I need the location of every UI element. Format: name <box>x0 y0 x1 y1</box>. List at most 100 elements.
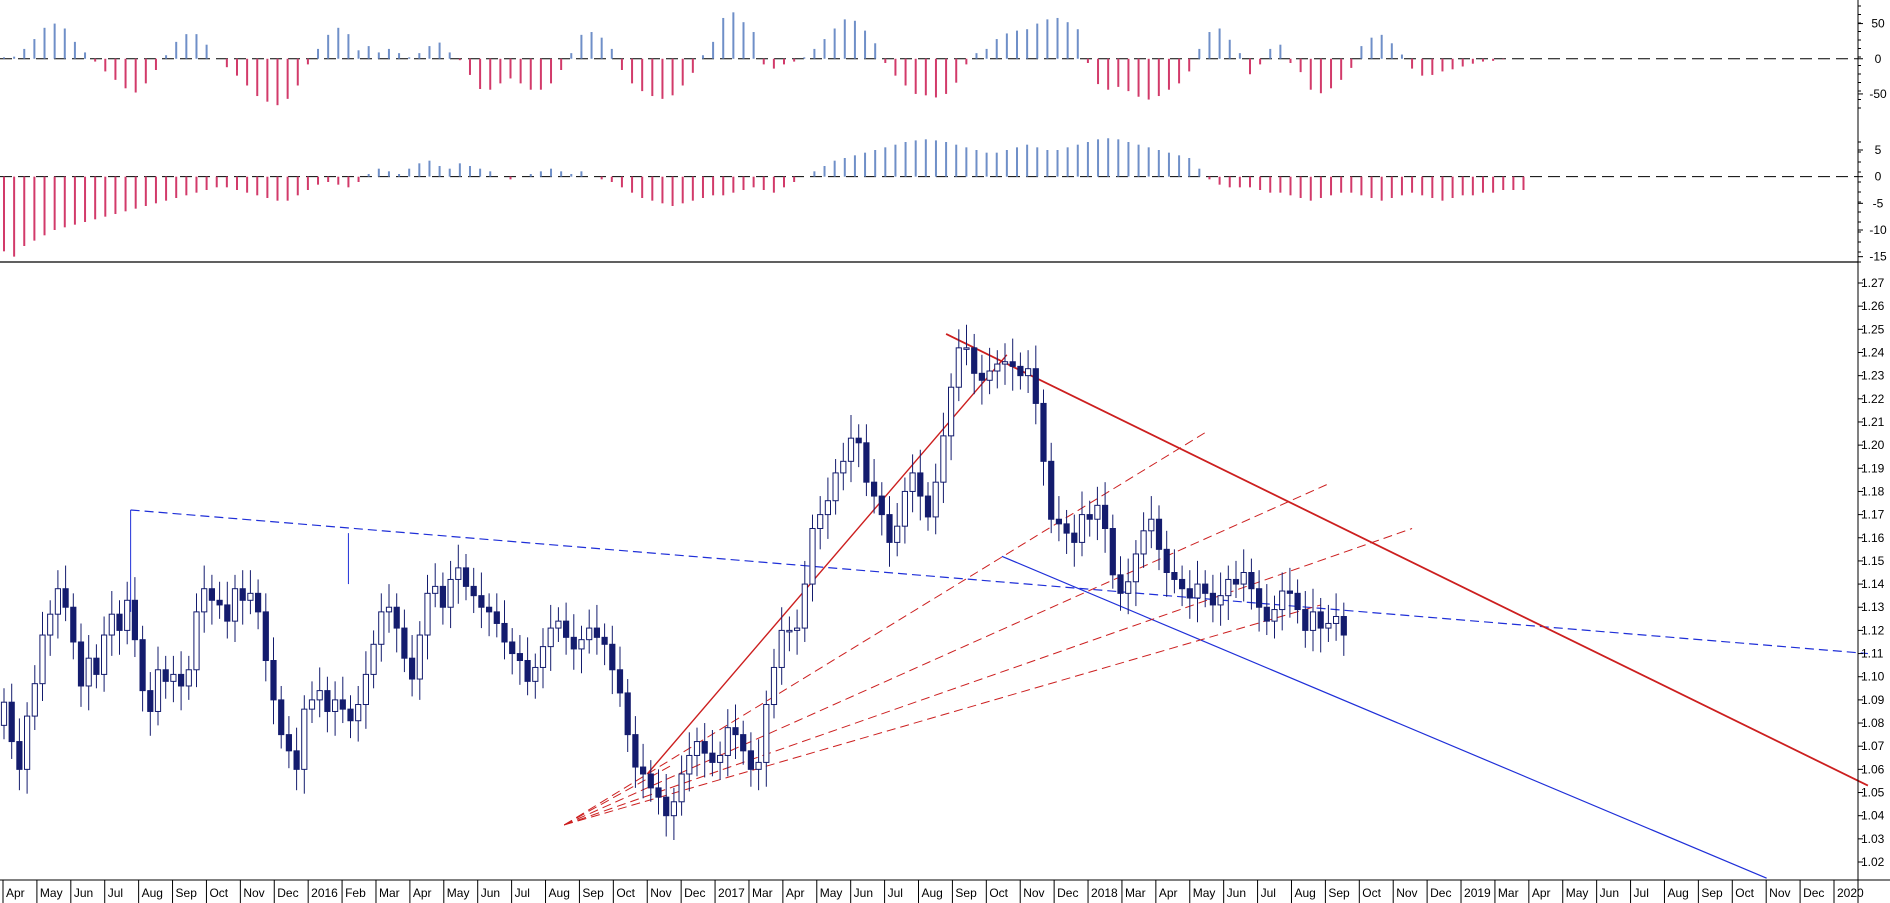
candle-down <box>924 495 932 518</box>
x-tick-label: May <box>1566 886 1589 900</box>
candle-up <box>532 666 539 682</box>
candle-down <box>978 372 985 381</box>
candle-up <box>894 525 901 543</box>
y-tick-label: 1.27 <box>1861 276 1885 290</box>
candle-down <box>1256 588 1263 608</box>
candle-up <box>1240 572 1247 585</box>
x-tick-label: Aug <box>142 886 163 900</box>
candle-down <box>609 643 616 671</box>
candle-down <box>509 641 516 655</box>
candle-down <box>655 787 662 798</box>
candle-down <box>439 585 446 608</box>
candle-up <box>824 500 831 516</box>
fan-line <box>564 528 1413 826</box>
x-tick-label: Dec <box>1057 886 1078 900</box>
candle-down <box>663 796 670 817</box>
candle-down <box>462 567 470 587</box>
candle-down <box>77 641 85 687</box>
candle-up <box>1271 609 1278 622</box>
candle-down <box>478 595 485 608</box>
candle-down <box>740 734 747 752</box>
x-tick-label: 2016 <box>311 886 338 900</box>
candle-down <box>62 588 69 608</box>
candle-down <box>1102 504 1109 529</box>
x-tick-label: Sep <box>582 886 604 900</box>
x-tick-label: Dec <box>684 886 705 900</box>
candle-up <box>1140 530 1147 555</box>
candle-down <box>1263 606 1270 622</box>
candle-up <box>555 620 562 629</box>
candle-up <box>185 669 192 687</box>
x-tick-label: 2018 <box>1091 886 1118 900</box>
x-tick-label: Apr <box>786 886 805 900</box>
candle-up <box>909 472 916 492</box>
candle-down <box>1186 588 1193 599</box>
candle-down <box>863 442 870 483</box>
candle-up <box>1094 504 1101 520</box>
candle-down <box>401 627 408 659</box>
y-tick-label: 1.14 <box>1861 577 1885 591</box>
candle-up <box>0 701 8 726</box>
candle-down <box>516 653 523 662</box>
candle-down <box>1055 518 1063 525</box>
candle-down <box>570 636 577 650</box>
candle-up <box>124 599 131 631</box>
candle-down <box>878 495 885 516</box>
candle-down <box>208 588 216 601</box>
candle-up <box>817 514 824 529</box>
candle-down <box>601 636 608 645</box>
candle-down <box>285 734 292 752</box>
y-tick-label: 5 <box>1875 143 1882 157</box>
candle-up <box>378 611 385 645</box>
candle-down <box>493 611 500 624</box>
y-tick-label: 1.12 <box>1861 623 1885 637</box>
y-tick-label: 1.16 <box>1861 531 1885 545</box>
candle-down <box>293 750 300 770</box>
candle-up <box>355 704 362 722</box>
candle-down <box>1248 572 1255 590</box>
candle-down <box>470 585 477 597</box>
candle-up <box>770 666 778 706</box>
x-tick-label: 2020 <box>1837 886 1864 900</box>
x-tick-label: Nov <box>1769 886 1790 900</box>
x-tick-label: Oct <box>616 886 635 900</box>
candle-up <box>1001 361 1009 365</box>
x-tick-label: Nov <box>243 886 264 900</box>
candle-up <box>31 683 38 717</box>
y-tick-label: 1.08 <box>1861 716 1885 730</box>
x-tick-label: Apr <box>1532 886 1551 900</box>
y-tick-label: -10 <box>1869 223 1887 237</box>
candle-down <box>8 701 15 743</box>
x-tick-label: Aug <box>1667 886 1688 900</box>
x-tick-label: Mar <box>1125 886 1146 900</box>
x-tick-label: Jul <box>108 886 123 900</box>
candle-down <box>224 604 231 622</box>
candle-up <box>1025 368 1032 377</box>
x-tick-label: Feb <box>345 886 366 900</box>
x-tick-label: May <box>447 886 470 900</box>
candle-down <box>732 727 739 736</box>
candle-down <box>1109 527 1116 576</box>
y-tick-label: 1.19 <box>1861 461 1885 475</box>
candle-down <box>1009 361 1016 367</box>
candle-down <box>255 592 262 613</box>
x-tick-label: Jul <box>1634 886 1649 900</box>
candle-up <box>39 634 46 685</box>
candle-up <box>432 585 439 594</box>
x-tick-label: Nov <box>650 886 671 900</box>
candle-up <box>955 347 962 388</box>
candle-up <box>455 567 462 580</box>
candle-down <box>1017 365 1024 377</box>
y-tick-label: 1.05 <box>1861 786 1885 800</box>
candle-up <box>154 669 162 712</box>
candle-up <box>539 646 547 668</box>
candle-up <box>847 437 855 462</box>
y-tick-label: 1.18 <box>1861 484 1885 498</box>
candle-up <box>948 386 955 437</box>
candle-up <box>586 627 593 641</box>
candle-up <box>1194 583 1201 599</box>
candle-up <box>724 727 731 756</box>
y-tick-label: 1.02 <box>1861 855 1885 869</box>
x-tick-label: Aug <box>1294 886 1315 900</box>
